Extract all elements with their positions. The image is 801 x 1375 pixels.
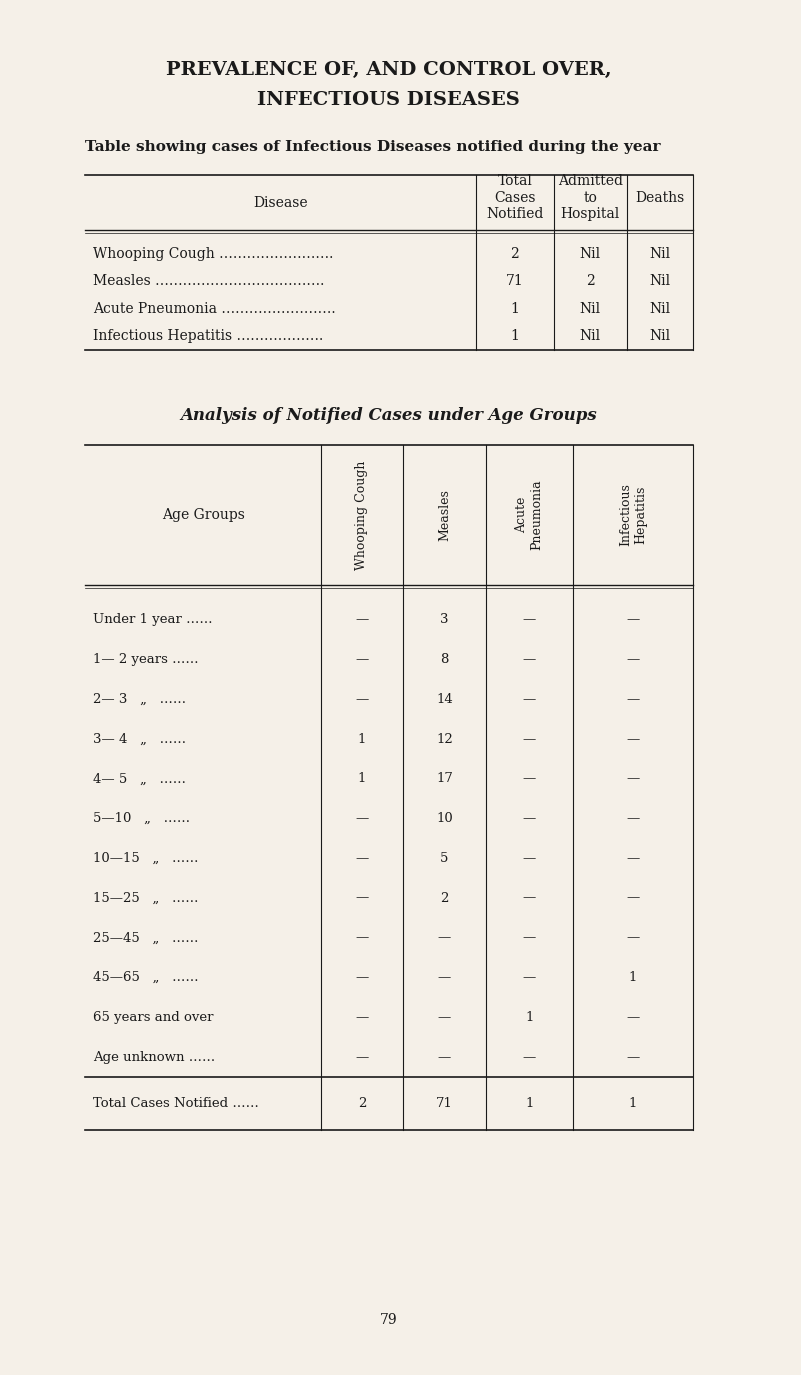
Text: —: — bbox=[523, 653, 536, 666]
Text: Nil: Nil bbox=[649, 301, 670, 316]
Text: —: — bbox=[438, 1011, 451, 1024]
Text: 1: 1 bbox=[629, 971, 637, 984]
Text: —: — bbox=[626, 653, 639, 666]
Text: —: — bbox=[355, 813, 368, 825]
Text: —: — bbox=[626, 693, 639, 705]
Text: 25—45   „   ……: 25—45 „ …… bbox=[93, 931, 199, 945]
Text: 2: 2 bbox=[358, 1097, 366, 1110]
Text: —: — bbox=[355, 653, 368, 666]
Text: —: — bbox=[523, 693, 536, 705]
Text: —: — bbox=[626, 773, 639, 785]
Text: 2— 3   „   ……: 2— 3 „ …… bbox=[93, 693, 187, 705]
Text: 1: 1 bbox=[358, 773, 366, 785]
Text: 10: 10 bbox=[436, 813, 453, 825]
Text: 1: 1 bbox=[510, 301, 519, 316]
Text: Infectious Hepatitis ……………….: Infectious Hepatitis ………………. bbox=[93, 329, 324, 344]
Text: Nil: Nil bbox=[580, 329, 601, 344]
Text: —: — bbox=[355, 693, 368, 705]
Text: Nil: Nil bbox=[649, 329, 670, 344]
Text: —: — bbox=[523, 613, 536, 627]
Text: —: — bbox=[355, 891, 368, 905]
Text: —: — bbox=[355, 1050, 368, 1064]
Text: 8: 8 bbox=[441, 653, 449, 666]
Text: —: — bbox=[355, 931, 368, 945]
Text: 5: 5 bbox=[441, 852, 449, 865]
Text: 2: 2 bbox=[441, 891, 449, 905]
Text: 4— 5   „   ……: 4— 5 „ …… bbox=[93, 773, 187, 785]
Text: —: — bbox=[523, 971, 536, 984]
Text: —: — bbox=[355, 613, 368, 627]
Text: 1: 1 bbox=[358, 733, 366, 745]
Text: INFECTIOUS DISEASES: INFECTIOUS DISEASES bbox=[257, 91, 520, 109]
Text: Whooping Cough: Whooping Cough bbox=[356, 461, 368, 569]
Text: Infectious
Hepatitis: Infectious Hepatitis bbox=[619, 484, 647, 546]
Text: 1: 1 bbox=[629, 1097, 637, 1110]
Text: 17: 17 bbox=[436, 773, 453, 785]
Text: —: — bbox=[523, 1050, 536, 1064]
Text: Admitted
to
Hospital: Admitted to Hospital bbox=[557, 175, 622, 221]
Text: 1: 1 bbox=[510, 329, 519, 344]
Text: 12: 12 bbox=[436, 733, 453, 745]
Text: Age unknown ……: Age unknown …… bbox=[93, 1050, 215, 1064]
Text: 2: 2 bbox=[510, 246, 519, 261]
Text: —: — bbox=[438, 971, 451, 984]
Text: —: — bbox=[626, 733, 639, 745]
Text: —: — bbox=[438, 931, 451, 945]
Text: —: — bbox=[626, 1050, 639, 1064]
Text: Nil: Nil bbox=[580, 301, 601, 316]
Text: Under 1 year ……: Under 1 year …… bbox=[93, 613, 213, 627]
Text: PREVALENCE OF, AND CONTROL OVER,: PREVALENCE OF, AND CONTROL OVER, bbox=[166, 60, 611, 78]
Text: —: — bbox=[626, 931, 639, 945]
Text: Disease: Disease bbox=[253, 195, 308, 209]
Text: 10—15   „   ……: 10—15 „ …… bbox=[93, 852, 199, 865]
Text: —: — bbox=[438, 1050, 451, 1064]
Text: Measles ……………………………….: Measles ………………………………. bbox=[93, 274, 324, 289]
Text: Nil: Nil bbox=[580, 246, 601, 261]
Text: Nil: Nil bbox=[649, 246, 670, 261]
Text: 2: 2 bbox=[586, 274, 594, 289]
Text: —: — bbox=[626, 1011, 639, 1024]
Text: 1— 2 years ……: 1— 2 years …… bbox=[93, 653, 199, 666]
Text: Deaths: Deaths bbox=[635, 191, 684, 205]
Text: Total Cases Notified ……: Total Cases Notified …… bbox=[93, 1097, 260, 1110]
Text: —: — bbox=[523, 852, 536, 865]
Text: Measles: Measles bbox=[438, 490, 451, 540]
Text: Total
Cases
Notified: Total Cases Notified bbox=[486, 175, 544, 221]
Text: Acute
Pneumonia: Acute Pneumonia bbox=[515, 480, 543, 550]
Text: 3: 3 bbox=[441, 613, 449, 627]
Text: 14: 14 bbox=[436, 693, 453, 705]
Text: 1: 1 bbox=[525, 1011, 533, 1024]
Text: Age Groups: Age Groups bbox=[162, 507, 244, 522]
Text: Table showing cases of Infectious Diseases notified during the year: Table showing cases of Infectious Diseas… bbox=[86, 140, 661, 154]
Text: 3— 4   „   ……: 3— 4 „ …… bbox=[93, 733, 187, 745]
Text: 45—65   „   ……: 45—65 „ …… bbox=[93, 971, 199, 984]
Text: 15—25   „   ……: 15—25 „ …… bbox=[93, 891, 199, 905]
Text: —: — bbox=[355, 852, 368, 865]
Text: 1: 1 bbox=[525, 1097, 533, 1110]
Text: Whooping Cough …………………….: Whooping Cough ……………………. bbox=[93, 246, 334, 261]
Text: 71: 71 bbox=[506, 274, 524, 289]
Text: 5—10   „   ……: 5—10 „ …… bbox=[93, 813, 191, 825]
Text: 65 years and over: 65 years and over bbox=[93, 1011, 214, 1024]
Text: —: — bbox=[523, 891, 536, 905]
Text: Analysis of Notified Cases under Age Groups: Analysis of Notified Cases under Age Gro… bbox=[180, 407, 597, 424]
Text: —: — bbox=[523, 733, 536, 745]
Text: —: — bbox=[523, 931, 536, 945]
Text: —: — bbox=[355, 971, 368, 984]
Text: —: — bbox=[523, 773, 536, 785]
Text: 71: 71 bbox=[436, 1097, 453, 1110]
Text: —: — bbox=[626, 813, 639, 825]
Text: 79: 79 bbox=[380, 1313, 397, 1327]
Text: —: — bbox=[355, 1011, 368, 1024]
Text: —: — bbox=[626, 891, 639, 905]
Text: —: — bbox=[626, 613, 639, 627]
Text: Nil: Nil bbox=[649, 274, 670, 289]
Text: Acute Pneumonia …………………….: Acute Pneumonia ……………………. bbox=[93, 301, 336, 316]
Text: —: — bbox=[626, 852, 639, 865]
Text: —: — bbox=[523, 813, 536, 825]
